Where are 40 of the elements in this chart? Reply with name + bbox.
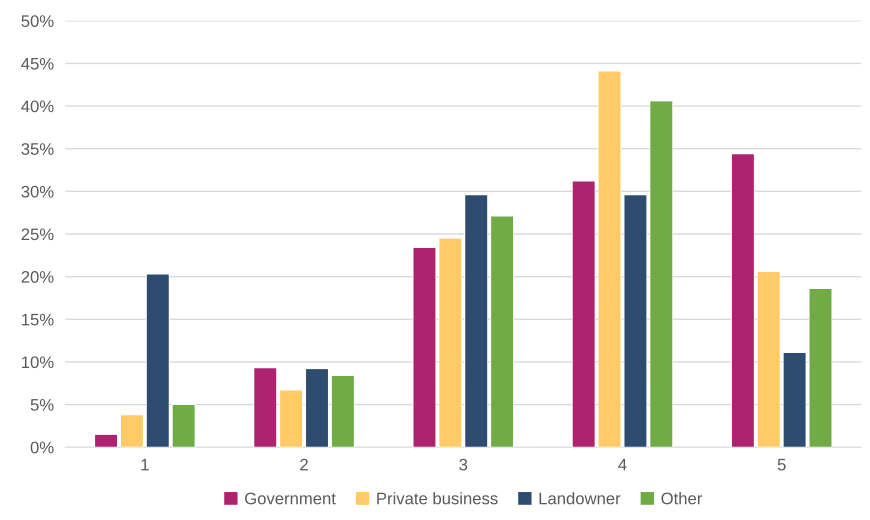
bar xyxy=(649,100,674,448)
x-tick-label: 1 xyxy=(141,458,149,470)
bar xyxy=(331,375,355,448)
y-tick-label: 0% xyxy=(30,442,54,454)
y-tick-label: 30% xyxy=(21,186,54,198)
bar xyxy=(756,271,781,448)
bar xyxy=(172,404,196,448)
bar xyxy=(146,274,170,448)
bar xyxy=(94,434,118,448)
y-tick-label: 25% xyxy=(22,228,54,240)
bar xyxy=(808,288,832,448)
bar xyxy=(731,153,755,448)
bar xyxy=(464,194,488,448)
bar xyxy=(624,194,648,448)
legend-label: Private business xyxy=(377,492,498,504)
bar xyxy=(279,390,303,448)
bar xyxy=(572,180,596,448)
x-tick-label: 2 xyxy=(300,458,308,470)
bar xyxy=(305,368,329,448)
bar xyxy=(120,414,144,448)
legend-label: Other xyxy=(661,492,702,504)
x-tick-label: 4 xyxy=(618,458,627,470)
bar xyxy=(253,367,278,448)
y-tick-label: 50% xyxy=(21,15,54,28)
y-tick-label: 10% xyxy=(22,356,54,368)
y-tick-label: 45% xyxy=(21,58,54,70)
y-tick-label: 20% xyxy=(22,271,54,283)
legend-label: Government xyxy=(245,492,336,504)
y-tick-label: 15% xyxy=(22,314,54,326)
bar xyxy=(598,70,622,448)
x-tick-label: 3 xyxy=(459,458,468,471)
bar xyxy=(782,352,806,448)
legend-label: Landowner xyxy=(540,492,620,504)
bar xyxy=(412,247,436,448)
x-tick-label: 5 xyxy=(778,458,786,471)
bar xyxy=(490,216,514,448)
bar xyxy=(438,238,462,448)
y-tick-label: 5% xyxy=(30,399,54,411)
y-tick-label: 35% xyxy=(21,143,54,155)
y-tick-label: 40% xyxy=(21,100,54,112)
